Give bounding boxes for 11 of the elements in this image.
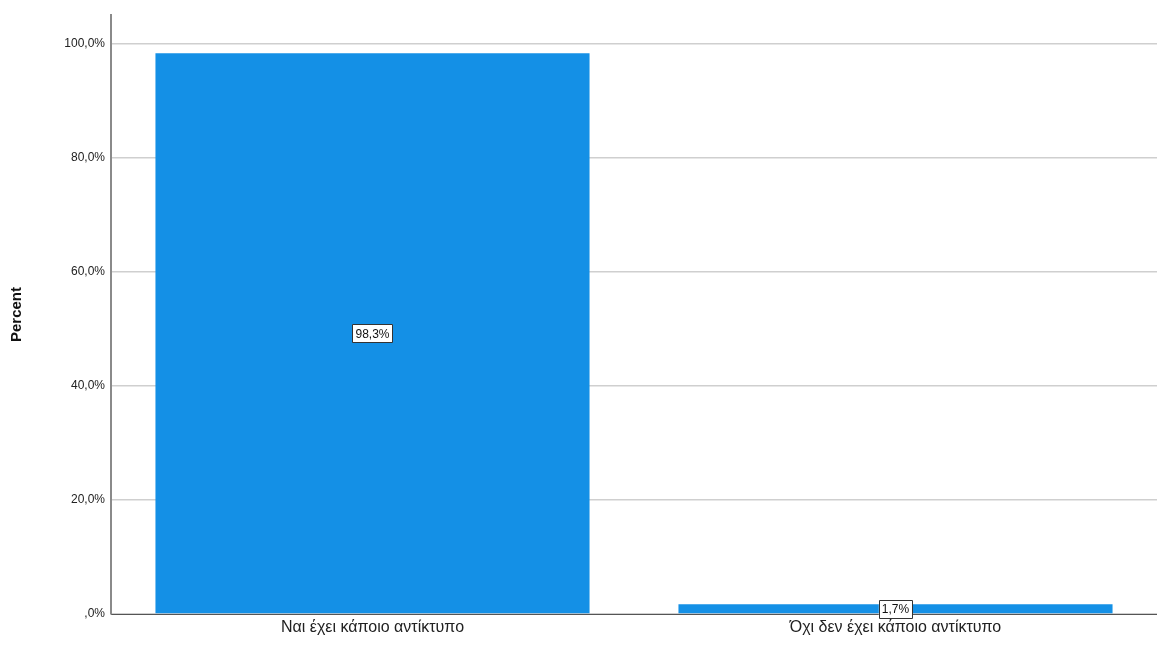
- y-tick-label: 20,0%: [70, 492, 106, 507]
- y-tick-label: 40,0%: [70, 378, 106, 393]
- data-label: 98,3%: [355, 326, 390, 341]
- y-tick-label: 60,0%: [70, 264, 106, 279]
- x-tick-label: Ναι έχει κάποιο αντίκτυπο: [280, 618, 465, 636]
- y-tick-label: 80,0%: [70, 149, 106, 164]
- y-axis-title: Percent: [7, 286, 25, 343]
- y-tick-label: ,0%: [84, 606, 106, 621]
- y-tick-label: 100,0%: [64, 35, 106, 50]
- data-label: 1,7%: [881, 602, 910, 617]
- x-tick-label: Όχι δεν έχει κάποιο αντίκτυπο: [788, 618, 1002, 636]
